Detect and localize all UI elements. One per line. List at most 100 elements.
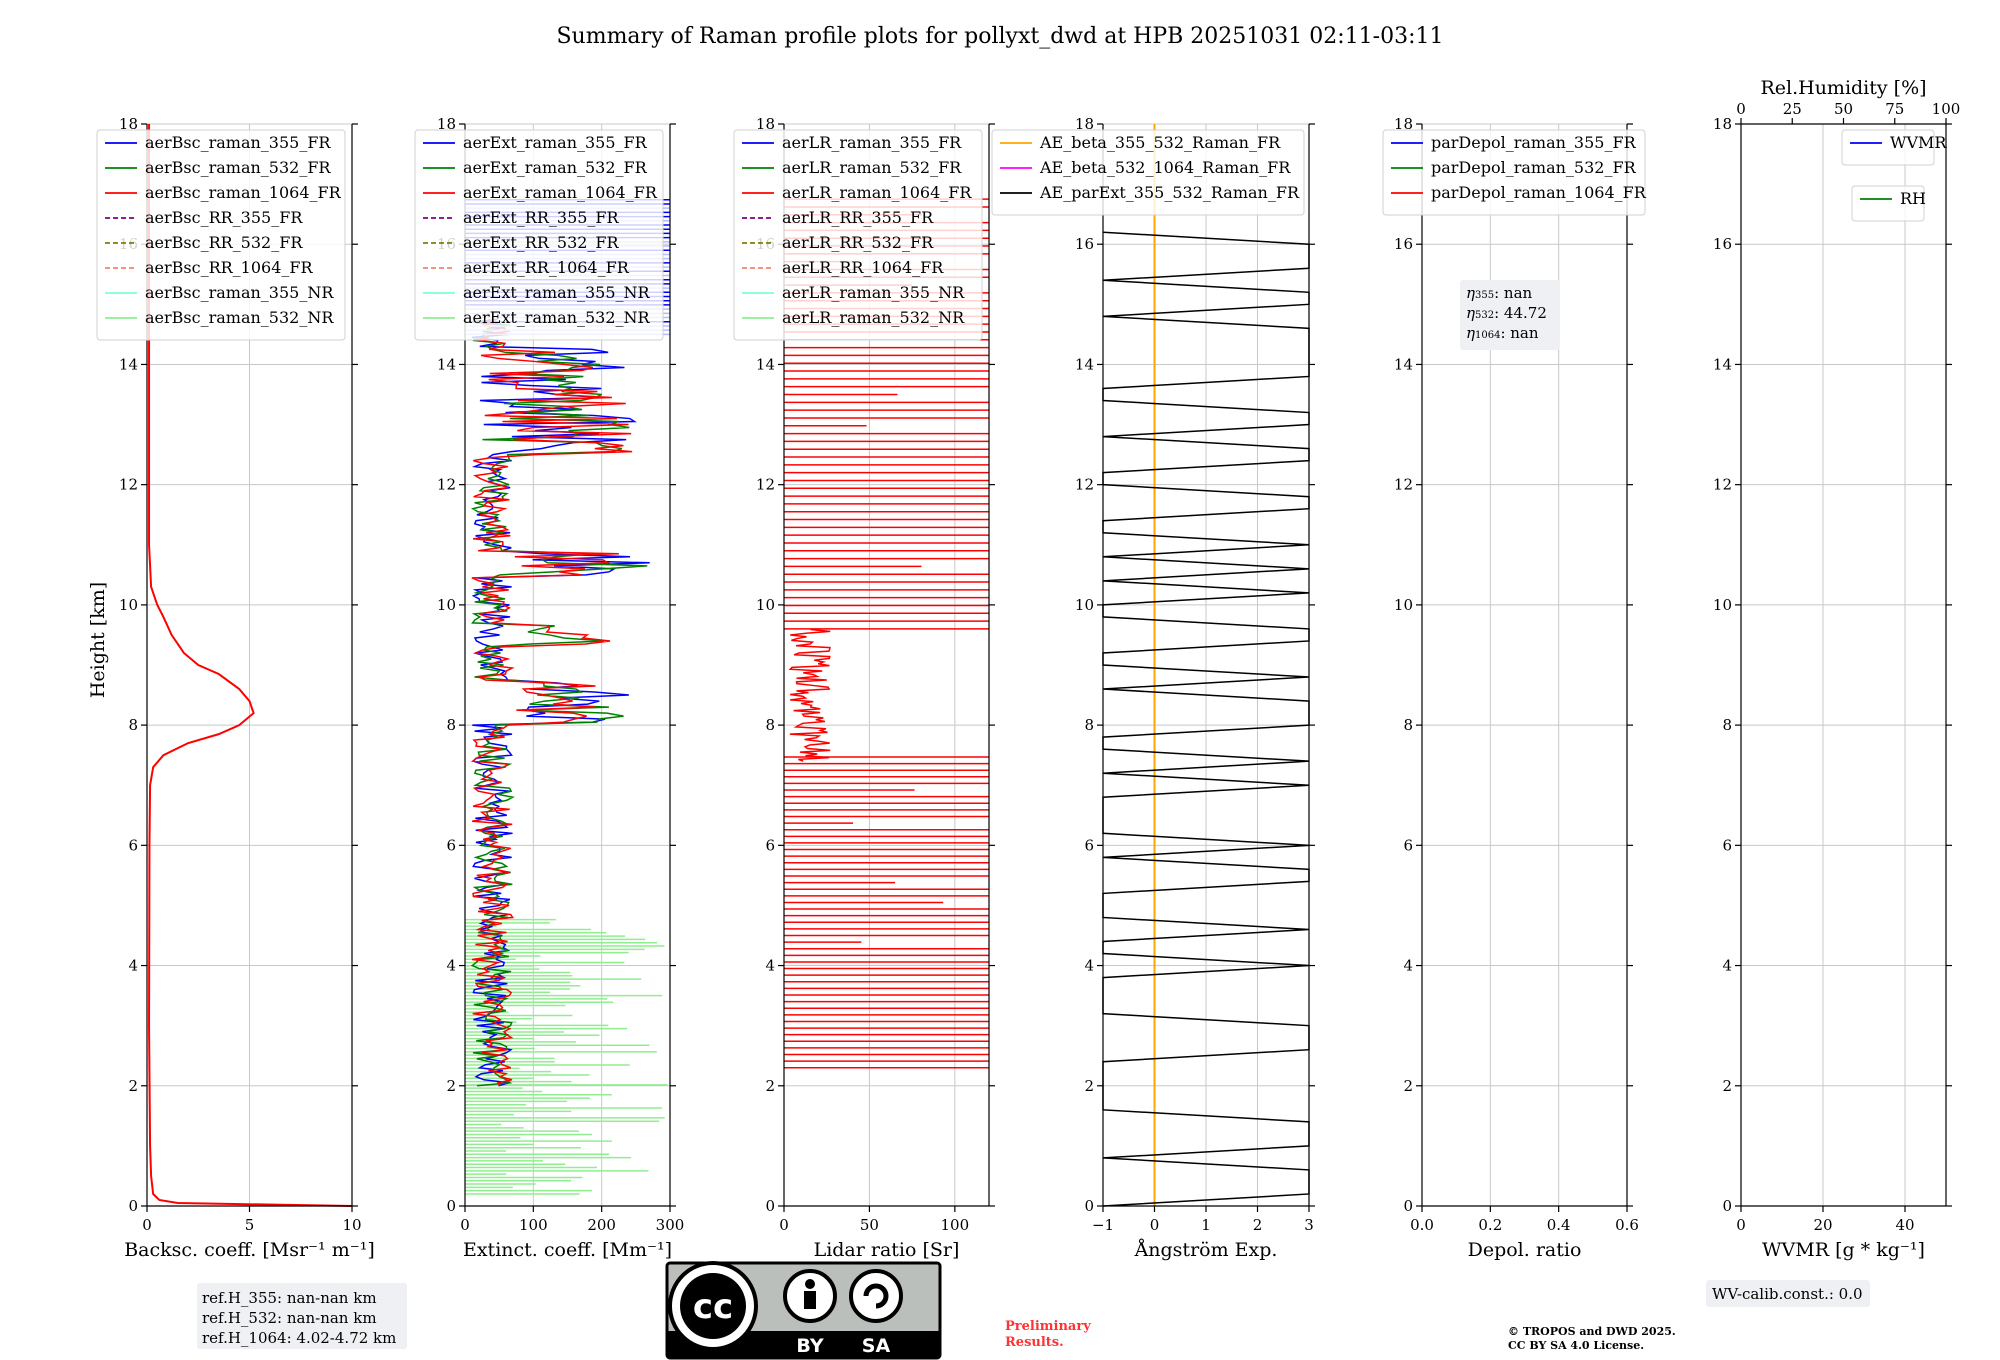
- eta-subscript: 1064: [1475, 330, 1500, 341]
- legend-entry-aerBsc_raman_1064_FR: aerBsc_raman_1064_FR: [145, 183, 342, 202]
- legend-entry-aerExt_raman_355_FR: aerExt_raman_355_FR: [463, 133, 648, 152]
- y-tick-label: 18: [1075, 115, 1094, 133]
- y-tick-label: 8: [765, 716, 775, 734]
- figure-title: Summary of Raman profile plots for polly…: [556, 24, 1443, 49]
- legend: WVMR: [1841, 129, 1947, 166]
- x-tick-label: 1: [1201, 1216, 1211, 1234]
- legend-entry-aerBsc_raman_532_FR: aerBsc_raman_532_FR: [145, 158, 331, 177]
- by-label: BY: [796, 1335, 823, 1357]
- sa-label: SA: [862, 1335, 891, 1357]
- x-tick-label: 50: [860, 1216, 879, 1234]
- y-tick-label: 2: [1403, 1077, 1413, 1095]
- y-tick-label: 18: [1713, 115, 1732, 133]
- x-tick-label: 0.0: [1410, 1216, 1434, 1234]
- cc-license-badge: cc BY SA: [665, 1261, 942, 1360]
- x-axis-label: Backsc. coeff. [Msr⁻¹ m⁻¹]: [124, 1239, 375, 1261]
- y-tick-label: 0: [128, 1197, 138, 1215]
- legend-frame: [414, 129, 664, 341]
- y-tick-label: 4: [128, 957, 138, 975]
- legend-entry-aerExt_RR_532_FR: aerExt_RR_532_FR: [463, 233, 620, 252]
- y-tick-label: 16: [1394, 235, 1413, 253]
- y-tick-label: 8: [446, 716, 456, 734]
- y-tick-label: 2: [1722, 1077, 1732, 1095]
- y-tick-label: 8: [1084, 716, 1094, 734]
- legend-frame: [991, 129, 1305, 216]
- x-tick-label: 0: [460, 1216, 470, 1234]
- x-tick-label: −1: [1092, 1216, 1114, 1234]
- y-tick-label: 14: [756, 355, 775, 373]
- y-tick-label: 6: [446, 836, 456, 854]
- y-tick-label: 10: [756, 596, 775, 614]
- y-tick-label: 4: [1084, 957, 1094, 975]
- legend: aerBsc_raman_355_FR aerBsc_raman_532_FRae…: [96, 129, 346, 341]
- y-tick-label: 12: [437, 476, 456, 494]
- y-tick-label: 8: [1403, 716, 1413, 734]
- eta-1064: η1064: nan: [1466, 324, 1539, 342]
- copyright-line-1: © TROPOS and DWD 2025.: [1508, 1325, 1676, 1338]
- legend: aerLR_raman_355_FR aerLR_raman_532_FR aerL…: [733, 129, 983, 341]
- y-tick-label: 0: [1722, 1197, 1732, 1215]
- y-tick-label: 12: [756, 476, 775, 494]
- backscatter-panel: 0246810121416180510Backsc. coeff. [Msr⁻¹…: [96, 115, 375, 1261]
- y-tick-label: 10: [119, 596, 138, 614]
- legend-entry-WVMR: WVMR: [1890, 133, 1947, 152]
- copyright-line-2: CC BY SA 4.0 License.: [1508, 1339, 1644, 1352]
- legend-entry-aerLR_RR_1064_FR: aerLR_RR_1064_FR: [782, 258, 944, 277]
- x-tick-label: 100: [519, 1216, 548, 1234]
- y-tick-label: 6: [1722, 836, 1732, 854]
- legend-entry-aerExt_RR_1064_FR: aerExt_RR_1064_FR: [463, 258, 630, 277]
- eta-532: η532: 44.72: [1466, 304, 1547, 322]
- y-tick-label: 14: [1075, 355, 1094, 373]
- x-tick-label: 0: [1736, 1216, 1746, 1234]
- x-tick-label: 40: [1895, 1216, 1914, 1234]
- legend-entry-aerLR_raman_355_NR: aerLR_raman_355_NR: [782, 283, 965, 302]
- eta-subscript: 355: [1475, 290, 1494, 301]
- y-tick-label: 12: [119, 476, 138, 494]
- legend-entry-aerLR_raman_1064_FR: aerLR_raman_1064_FR: [782, 183, 972, 202]
- legend-entry-parDepol_raman_532_FR: parDepol_raman_532_FR: [1431, 158, 1637, 177]
- x-tick-label: 3: [1304, 1216, 1314, 1234]
- legend-entry-aerBsc_raman_355_NR: aerBsc_raman_355_NR: [145, 283, 334, 302]
- y-tick-label: 8: [128, 716, 138, 734]
- x-tick-label: 0: [779, 1216, 789, 1234]
- legend: AE_beta_355_532_Raman_FR AE_beta_532_1064…: [991, 129, 1305, 216]
- eta-box-bg: [1460, 280, 1560, 350]
- y-tick-label: 14: [1713, 355, 1732, 373]
- y-tick-label: 4: [765, 957, 775, 975]
- legend-entry-aerBsc_RR_532_FR: aerBsc_RR_532_FR: [145, 233, 303, 252]
- legend-frame: [733, 129, 983, 341]
- y-tick-label: 10: [437, 596, 456, 614]
- x-tick-label: 5: [245, 1216, 255, 1234]
- data-layer: [148, 124, 353, 1207]
- y-tick-label: 18: [119, 115, 138, 133]
- y-tick-label: 14: [437, 355, 456, 373]
- top-tick-label: 0: [1736, 100, 1746, 118]
- preliminary-label: Preliminary: [1005, 1319, 1091, 1334]
- x-tick-label: 20: [1813, 1216, 1832, 1234]
- y-tick-label: 14: [119, 355, 138, 373]
- y-tick-label: 0: [1084, 1197, 1094, 1215]
- eta-value: : nan: [1500, 324, 1538, 342]
- y-tick-label: 10: [1713, 596, 1732, 614]
- legend-entry-RH: RH: [1900, 189, 1926, 208]
- extinction-panel: 0246810121416180100200300Extinct. coeff.…: [414, 115, 684, 1261]
- ref-height-box-bg: [197, 1283, 407, 1349]
- ref-height-532: ref.H_532: nan-nan km: [202, 1309, 377, 1327]
- y-tick-label: 10: [1075, 596, 1094, 614]
- legend-entry-AE_parExt_355_532_Raman_FR: AE_parExt_355_532_Raman_FR: [1039, 183, 1300, 202]
- top-tick-label: 25: [1783, 100, 1802, 118]
- legend: RH: [1851, 185, 1926, 222]
- legend-entry-aerLR_raman_355_FR: aerLR_raman_355_FR: [782, 133, 962, 152]
- legend-entry-aerLR_raman_532_NR: aerLR_raman_532_NR: [782, 308, 965, 327]
- top-tick-label: 75: [1885, 100, 1904, 118]
- y-tick-label: 16: [1075, 235, 1094, 253]
- y-tick-label: 0: [446, 1197, 456, 1215]
- ref-height-box: ref.H_355: nan-nan km ref.H_532: nan-nan…: [197, 1283, 407, 1349]
- legend-frame: [1841, 129, 1935, 166]
- y-tick-label: 2: [1084, 1077, 1094, 1095]
- x-axis-label: Depol. ratio: [1468, 1239, 1582, 1261]
